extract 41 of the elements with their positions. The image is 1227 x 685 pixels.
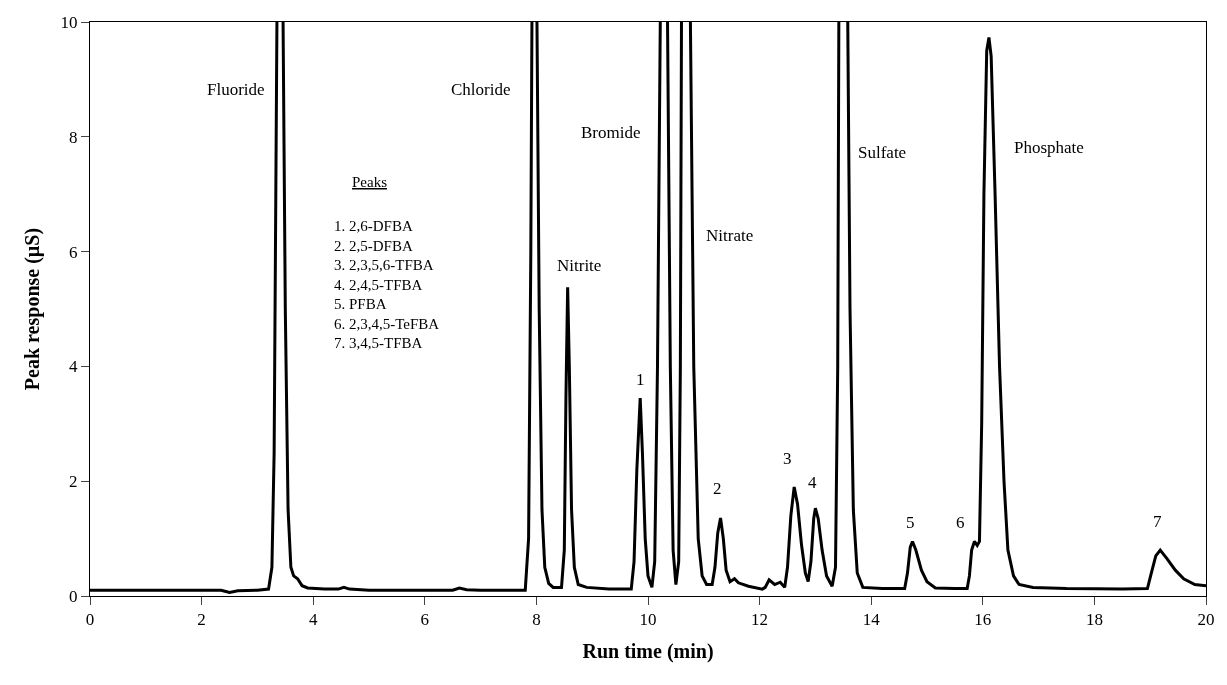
annotation: Bromide (581, 123, 641, 142)
annotation: 7. 3,4,5-TFBA (334, 335, 423, 351)
y-axis-title: Peak response (µS) (21, 227, 45, 391)
y-tick-label: 10 (60, 12, 78, 32)
y-tick-label: 6 (69, 242, 78, 262)
annotation: Nitrate (706, 226, 754, 245)
x-tick-label: 16 (974, 610, 992, 630)
annotation: 1 (636, 370, 645, 389)
x-tick-label: 2 (197, 610, 206, 630)
x-tick-label: 20 (1197, 610, 1215, 630)
x-tick-label: 12 (751, 610, 769, 630)
annotation: 2 (713, 479, 722, 498)
annotation: 3. 2,3,5,6-TFBA (334, 257, 434, 273)
annotation: Peaks (352, 174, 388, 190)
annotation: Fluoride (207, 80, 265, 99)
annotation: 4. 2,4,5-TFBA (334, 276, 423, 293)
annotation: 5. PFBA (334, 296, 387, 312)
x-tick-label: 6 (420, 610, 430, 630)
x-axis-title: Run time (min) (582, 639, 714, 663)
x-tick-label: 0 (85, 610, 95, 630)
annotation: 2. 2,5-DFBA (334, 237, 413, 254)
annotation: 5 (906, 513, 915, 532)
annotation: Chloride (451, 80, 511, 99)
y-tick-label: 8 (69, 127, 78, 147)
x-tick-label: 4 (308, 610, 318, 630)
annotation: Nitrite (557, 256, 602, 275)
x-tick-label: 8 (532, 610, 541, 630)
y-tick-label: 4 (69, 357, 79, 377)
annotation: Sulfate (858, 143, 907, 162)
annotation: 1. 2,6-DFBA (334, 218, 413, 234)
annotation: 7 (1153, 512, 1162, 531)
annotation: 6. 2,3,4,5-TeFBA (334, 315, 440, 332)
annotation: Phosphate (1014, 138, 1084, 157)
annotation: 4 (808, 473, 817, 492)
y-tick-label: 2 (69, 472, 78, 492)
x-tick-label: 18 (1085, 610, 1103, 630)
x-tick-label: 14 (862, 610, 881, 630)
annotation: 3 (783, 449, 792, 468)
x-tick-label: 10 (639, 610, 657, 630)
y-tick-label: 0 (69, 586, 78, 606)
annotation: 6 (956, 513, 965, 532)
